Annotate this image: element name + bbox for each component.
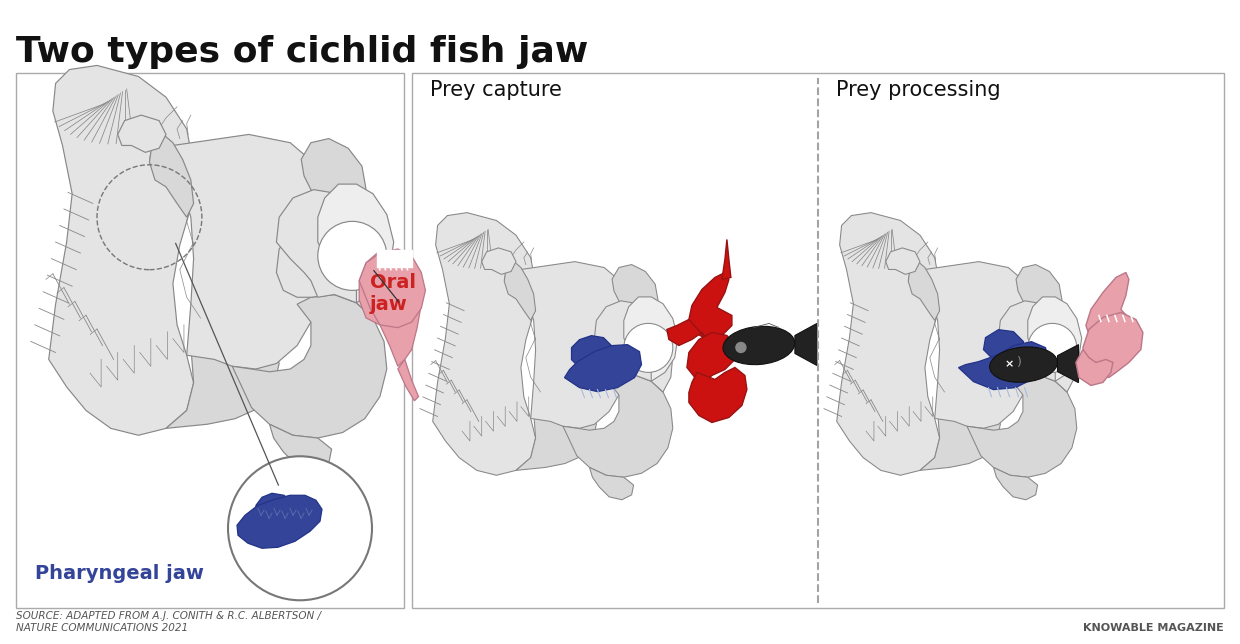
Polygon shape [624, 297, 678, 381]
Bar [412, 73, 1224, 609]
Text: NATURE COMMUNICATIONS 2021: NATURE COMMUNICATIONS 2021 [16, 623, 188, 633]
Polygon shape [166, 318, 279, 428]
Polygon shape [277, 225, 379, 318]
Polygon shape [563, 375, 673, 477]
Polygon shape [572, 336, 611, 372]
Polygon shape [237, 495, 322, 548]
Polygon shape [983, 330, 1023, 362]
Text: Oral
jaw: Oral jaw [370, 273, 415, 314]
Polygon shape [1083, 312, 1143, 377]
Polygon shape [689, 368, 746, 422]
Circle shape [317, 222, 387, 290]
Polygon shape [594, 327, 668, 392]
Text: ×: × [1004, 359, 1014, 370]
Polygon shape [521, 261, 629, 428]
Text: Pharyngeal jaw: Pharyngeal jaw [35, 564, 203, 583]
Polygon shape [589, 468, 634, 500]
Polygon shape [269, 424, 331, 469]
Text: KNOWABLE MAGAZINE: KNOWABLE MAGAZINE [1084, 623, 1224, 633]
Polygon shape [925, 261, 1033, 428]
Polygon shape [998, 301, 1076, 392]
Polygon shape [481, 248, 516, 274]
Polygon shape [1028, 297, 1081, 381]
Text: Two types of cichlid fish jaw: Two types of cichlid fish jaw [16, 35, 588, 70]
Circle shape [735, 343, 746, 352]
Polygon shape [885, 248, 920, 274]
Polygon shape [398, 359, 419, 401]
Bar [16, 73, 404, 609]
Polygon shape [795, 323, 817, 366]
Polygon shape [908, 261, 940, 321]
Ellipse shape [723, 327, 795, 365]
Polygon shape [516, 392, 596, 470]
Text: Prey capture: Prey capture [430, 80, 562, 100]
Text: SOURCE: ADAPTED FROM A.J. CONITH & R.C. ALBERTSON /: SOURCE: ADAPTED FROM A.J. CONITH & R.C. … [16, 611, 321, 621]
Polygon shape [998, 327, 1071, 392]
Polygon shape [255, 493, 296, 531]
Polygon shape [360, 253, 422, 366]
Polygon shape [959, 341, 1049, 390]
Polygon shape [277, 189, 387, 318]
Polygon shape [505, 261, 536, 321]
Polygon shape [360, 249, 425, 328]
Circle shape [624, 323, 673, 372]
Ellipse shape [990, 347, 1058, 383]
Circle shape [228, 456, 372, 600]
Polygon shape [317, 184, 394, 303]
Polygon shape [150, 135, 193, 217]
Text: ): ) [1017, 356, 1022, 369]
Polygon shape [1016, 265, 1063, 338]
Polygon shape [1086, 272, 1133, 348]
Polygon shape [301, 138, 366, 242]
Polygon shape [48, 66, 193, 435]
Polygon shape [920, 392, 1001, 470]
Polygon shape [722, 240, 730, 279]
Polygon shape [433, 213, 536, 475]
Polygon shape [837, 213, 940, 475]
Polygon shape [594, 301, 673, 392]
Text: Prey processing: Prey processing [836, 80, 1001, 100]
Polygon shape [689, 272, 732, 339]
Polygon shape [967, 375, 1076, 477]
Circle shape [1028, 323, 1076, 372]
Polygon shape [1058, 345, 1079, 383]
Polygon shape [993, 468, 1038, 500]
Polygon shape [687, 332, 735, 383]
Polygon shape [1076, 350, 1114, 386]
Polygon shape [118, 115, 166, 153]
Polygon shape [613, 265, 658, 338]
Polygon shape [564, 345, 641, 392]
Polygon shape [232, 294, 387, 438]
Polygon shape [667, 319, 707, 345]
Polygon shape [172, 135, 325, 369]
